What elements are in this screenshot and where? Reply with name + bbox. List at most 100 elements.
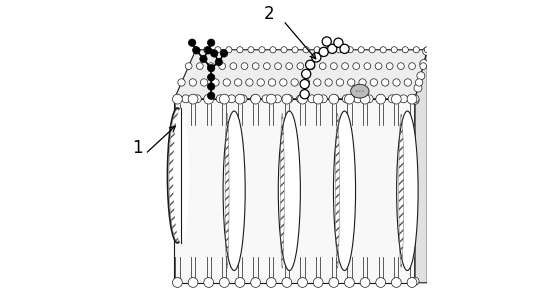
Circle shape: [334, 38, 343, 47]
Circle shape: [399, 95, 408, 103]
Polygon shape: [174, 50, 427, 99]
Circle shape: [376, 95, 385, 103]
Circle shape: [216, 95, 224, 103]
Circle shape: [325, 79, 332, 86]
Circle shape: [359, 79, 366, 86]
Circle shape: [345, 94, 355, 104]
Circle shape: [313, 94, 323, 104]
Circle shape: [375, 63, 382, 70]
Circle shape: [381, 79, 389, 86]
Circle shape: [208, 83, 215, 90]
Circle shape: [413, 47, 419, 53]
Circle shape: [235, 278, 245, 287]
Circle shape: [329, 278, 339, 287]
Circle shape: [423, 47, 431, 55]
Circle shape: [417, 72, 425, 80]
Circle shape: [391, 278, 401, 287]
Circle shape: [208, 63, 214, 70]
Circle shape: [341, 63, 349, 70]
Ellipse shape: [223, 111, 245, 270]
Circle shape: [193, 47, 199, 53]
Circle shape: [188, 94, 198, 104]
Circle shape: [319, 63, 326, 70]
Circle shape: [282, 94, 292, 104]
Circle shape: [188, 278, 198, 287]
Circle shape: [220, 50, 228, 57]
Polygon shape: [415, 50, 427, 283]
Ellipse shape: [173, 108, 189, 243]
Circle shape: [336, 79, 344, 86]
Circle shape: [404, 79, 412, 86]
Circle shape: [208, 64, 215, 72]
Circle shape: [273, 95, 282, 103]
Circle shape: [208, 92, 215, 99]
Circle shape: [201, 79, 208, 86]
Circle shape: [208, 74, 215, 81]
Circle shape: [411, 277, 419, 285]
Circle shape: [360, 278, 370, 287]
Circle shape: [239, 95, 247, 103]
Circle shape: [298, 278, 307, 287]
Circle shape: [292, 47, 298, 53]
Circle shape: [364, 63, 371, 70]
Circle shape: [356, 90, 358, 92]
Circle shape: [306, 60, 315, 69]
Circle shape: [173, 94, 182, 104]
Ellipse shape: [397, 111, 418, 270]
Ellipse shape: [334, 111, 356, 270]
Circle shape: [336, 47, 342, 53]
Circle shape: [331, 95, 339, 103]
Circle shape: [319, 47, 328, 56]
Circle shape: [407, 94, 417, 104]
Circle shape: [420, 63, 426, 70]
Circle shape: [376, 94, 386, 104]
Circle shape: [365, 95, 373, 103]
Circle shape: [407, 278, 417, 287]
Circle shape: [359, 90, 361, 92]
Circle shape: [388, 95, 396, 103]
Circle shape: [354, 95, 362, 103]
Circle shape: [312, 53, 321, 62]
Circle shape: [246, 79, 253, 86]
Circle shape: [189, 79, 197, 86]
Circle shape: [328, 44, 337, 53]
Circle shape: [257, 79, 264, 86]
Circle shape: [325, 47, 331, 53]
Circle shape: [296, 95, 304, 103]
Circle shape: [250, 95, 259, 103]
Circle shape: [314, 47, 320, 53]
Circle shape: [219, 278, 229, 287]
Circle shape: [250, 278, 260, 287]
Circle shape: [313, 79, 321, 86]
Circle shape: [219, 94, 229, 104]
Circle shape: [266, 278, 276, 287]
Circle shape: [369, 47, 375, 53]
Circle shape: [235, 79, 242, 86]
Circle shape: [411, 95, 419, 103]
Circle shape: [291, 79, 298, 86]
Circle shape: [193, 95, 201, 103]
Circle shape: [380, 47, 386, 53]
Circle shape: [386, 63, 393, 70]
Circle shape: [266, 94, 276, 104]
Circle shape: [300, 79, 309, 89]
Circle shape: [322, 37, 332, 46]
Circle shape: [358, 47, 364, 53]
Ellipse shape: [351, 84, 369, 98]
Circle shape: [185, 63, 192, 70]
Circle shape: [353, 63, 359, 70]
Ellipse shape: [168, 108, 187, 243]
Circle shape: [393, 79, 400, 86]
Circle shape: [235, 94, 245, 104]
Circle shape: [212, 79, 219, 86]
Circle shape: [226, 47, 232, 53]
Circle shape: [189, 39, 196, 47]
Circle shape: [298, 94, 307, 104]
Circle shape: [303, 47, 309, 53]
Circle shape: [230, 63, 237, 70]
Circle shape: [397, 63, 404, 70]
Text: 1: 1: [132, 139, 143, 157]
Circle shape: [285, 95, 293, 103]
Circle shape: [227, 95, 236, 103]
Circle shape: [275, 63, 281, 70]
